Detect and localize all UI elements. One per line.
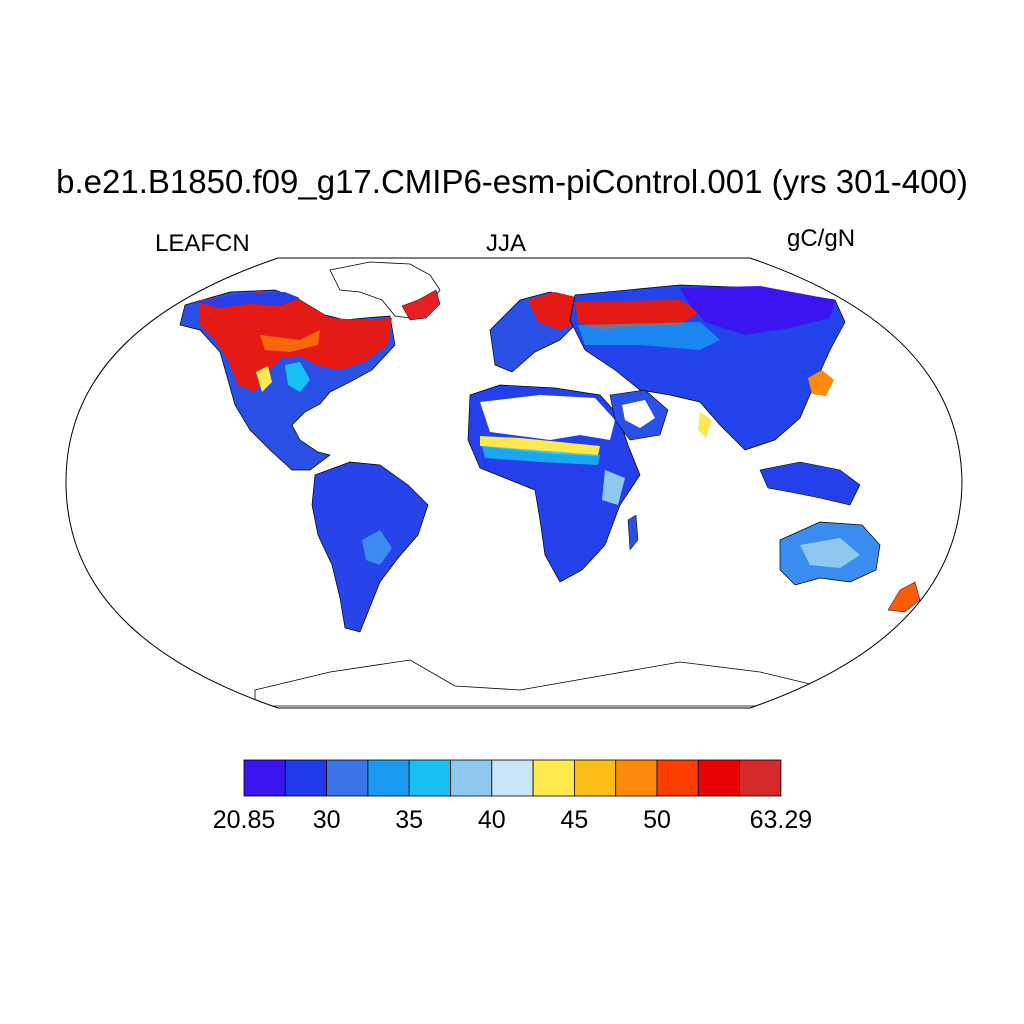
new-zealand (887, 581, 921, 613)
colorbar-tick-label: 30 (313, 806, 341, 834)
variable-label: LEAFCN (155, 230, 250, 257)
season-label: JJA (486, 230, 527, 257)
sahel-yellow-band (480, 436, 600, 456)
map-border (65, 257, 963, 709)
colorbar-box-10 (656, 759, 699, 797)
plot-title: b.e21.B1850.f09_g17.CMIP6-esm-piControl.… (56, 163, 968, 200)
madagascar (627, 514, 639, 551)
sahel-cyan-band (482, 446, 600, 465)
siberia-north-violet (680, 286, 835, 335)
colorbar-box-5 (450, 759, 493, 797)
colorbar-box-7 (532, 759, 575, 797)
north-america-yellow-patch (256, 366, 272, 392)
colorbar-box-4 (408, 759, 451, 797)
colorbar-box-3 (367, 759, 410, 797)
asia-mid-belt (578, 322, 720, 350)
colorbar-box-2 (326, 759, 369, 797)
india-yellow (698, 412, 712, 438)
colorbar-box-11 (697, 759, 740, 797)
australia-light-interior (800, 538, 860, 568)
colorbar-tick-label: 50 (643, 806, 671, 834)
north-america-cyan-patch (285, 362, 310, 392)
colorbar-tick-label: 45 (560, 806, 588, 834)
colorbar-box-0 (243, 759, 286, 797)
colorbar-box-1 (284, 759, 327, 797)
arabia-white (622, 400, 655, 428)
colorbar-box-8 (574, 759, 617, 797)
colorbar-tick-label: 20.85 (213, 806, 276, 834)
colorbar-box-9 (615, 759, 658, 797)
units-label: gC/gN (787, 225, 856, 252)
maritime-asia (759, 461, 861, 506)
south-america-light-patch (362, 530, 392, 565)
colorbar-tick-label: 35 (395, 806, 423, 834)
north-america-arctic-blue (195, 292, 300, 308)
east-africa-light (602, 470, 625, 505)
colorbar-tick-label: 40 (478, 806, 506, 834)
sahara-white (480, 395, 615, 440)
greenland-coast-band (401, 289, 441, 321)
colorbar-box-6 (491, 759, 534, 797)
colorbar-tick-label: 63.29 (750, 806, 813, 834)
colorbar-box-12 (739, 759, 782, 797)
north-america-orange-belt (260, 330, 320, 352)
siberia-red-band (575, 300, 700, 330)
east-asia-orange (808, 370, 834, 396)
